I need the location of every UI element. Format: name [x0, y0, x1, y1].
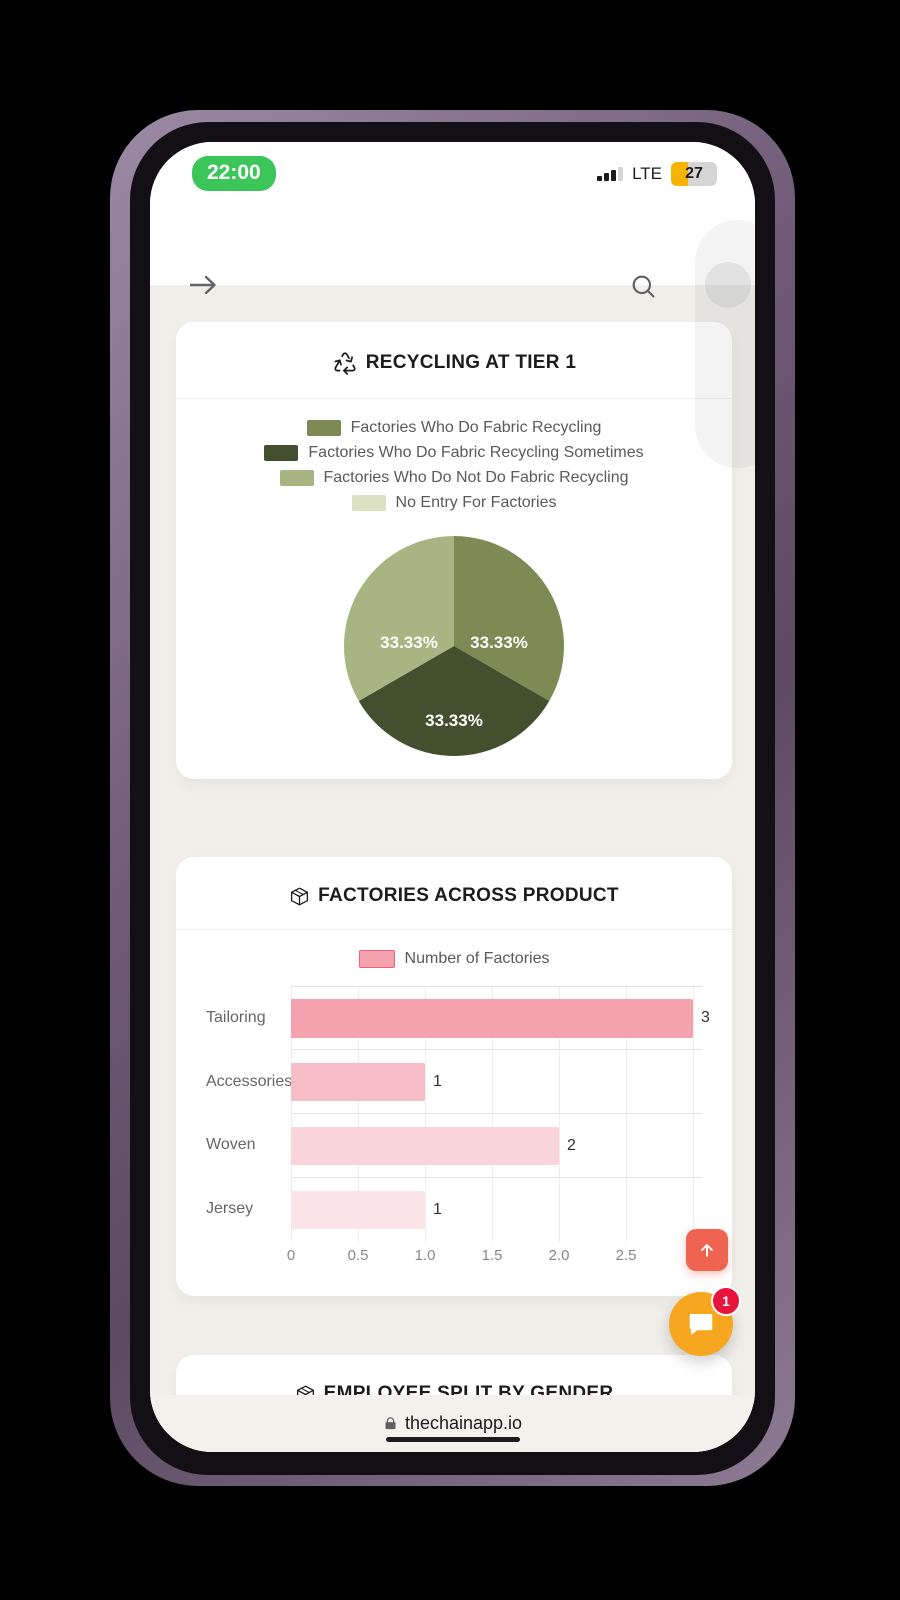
svg-text:33.33%: 33.33% [470, 633, 528, 652]
svg-text:33.33%: 33.33% [380, 633, 438, 652]
svg-text:33.33%: 33.33% [425, 711, 483, 730]
